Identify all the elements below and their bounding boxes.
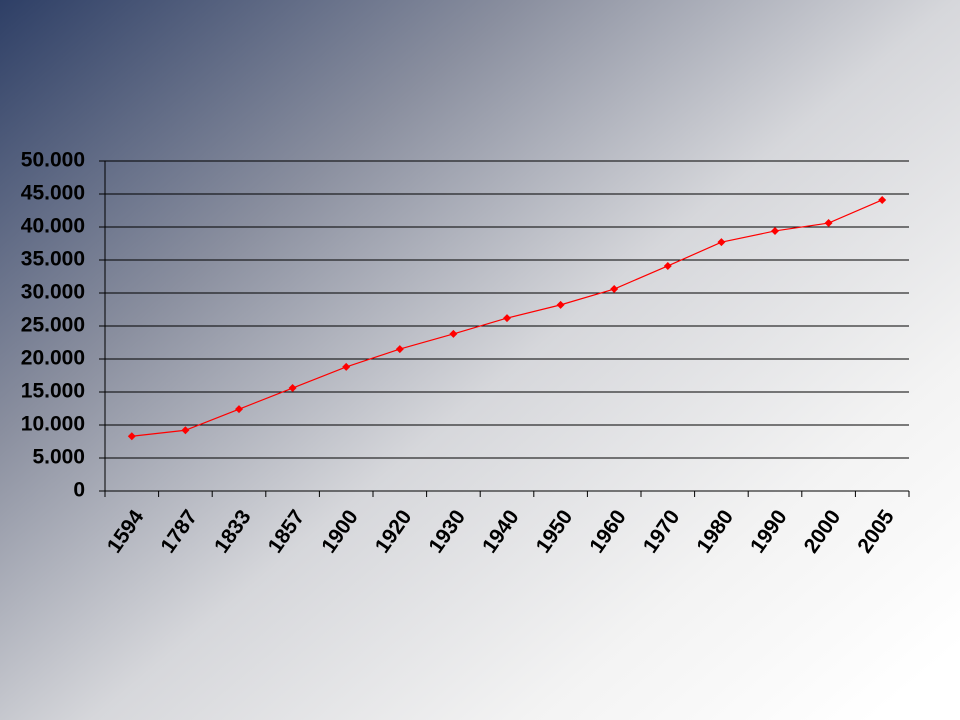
y-tick-label: 45.000 (21, 182, 85, 205)
data-point (878, 195, 887, 204)
data-point (610, 285, 619, 294)
y-tick-label: 0 (73, 479, 85, 502)
y-tick-label: 20.000 (21, 347, 85, 370)
data-point (663, 261, 672, 270)
data-point (181, 426, 190, 435)
data-point (556, 300, 565, 309)
data-point (449, 329, 458, 338)
data-point (824, 219, 833, 228)
y-tick-label: 35.000 (21, 248, 85, 271)
data-point (235, 405, 243, 414)
data-point (771, 226, 779, 235)
data-point (288, 384, 297, 393)
y-tick-label: 30.000 (21, 281, 85, 304)
y-tick-label: 15.000 (21, 380, 85, 403)
y-tick-label: 10.000 (21, 413, 85, 436)
y-tick-label: 5.000 (32, 446, 85, 469)
data-point (395, 345, 404, 354)
data-point (503, 314, 511, 323)
data-point (717, 238, 726, 247)
y-tick-label: 40.000 (21, 215, 85, 238)
data-point (127, 432, 136, 441)
y-tick-label: 50.000 (21, 149, 85, 172)
data-point (342, 362, 351, 371)
y-tick-label: 25.000 (21, 314, 85, 337)
